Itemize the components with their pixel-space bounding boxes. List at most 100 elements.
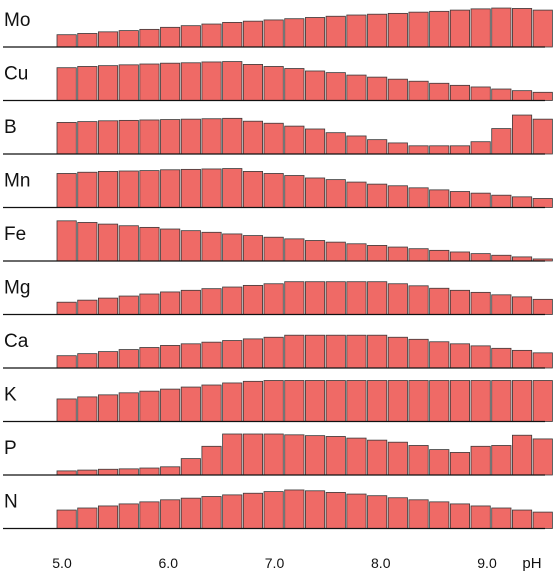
bar: [77, 469, 98, 476]
bar: [346, 74, 367, 101]
bar: [77, 33, 98, 48]
bar: [284, 238, 305, 262]
bar: [118, 349, 139, 369]
bar: [408, 80, 429, 101]
bar: [118, 503, 139, 529]
bar: [532, 118, 553, 155]
bar: [325, 72, 346, 101]
bar: [242, 120, 264, 155]
bar: [512, 114, 533, 155]
bar: [201, 496, 222, 529]
bar: [304, 240, 326, 262]
bar: [470, 86, 491, 101]
bar: [98, 351, 119, 369]
bar: [180, 118, 201, 155]
bar: [263, 433, 284, 476]
bar: [367, 334, 388, 369]
bar: [449, 289, 470, 315]
bar: [449, 84, 470, 101]
nutrient-label: Mn: [4, 171, 30, 192]
nutrient-label: K: [4, 385, 17, 406]
bar: [470, 253, 491, 262]
bar: [346, 181, 367, 208]
bar: [304, 334, 326, 369]
bar: [304, 70, 326, 101]
bar: [139, 28, 160, 48]
bar: [263, 19, 284, 48]
bar: [491, 254, 512, 262]
bar: [449, 452, 470, 476]
bar: [201, 341, 222, 369]
nutrient-row-n: N: [3, 489, 553, 530]
bar: [325, 334, 346, 369]
bar: [56, 470, 77, 476]
bar: [387, 78, 408, 101]
bar: [429, 10, 450, 48]
nutrient-label: Mg: [4, 278, 30, 299]
bar: [98, 394, 119, 422]
bar: [56, 67, 77, 101]
bar: [56, 355, 77, 369]
bar: [222, 168, 243, 208]
nutrient-label: N: [4, 492, 18, 513]
bar: [304, 128, 326, 155]
bar: [139, 390, 160, 422]
bar: [77, 396, 98, 422]
bar: [470, 141, 491, 155]
bar: [180, 230, 201, 262]
bar: [367, 139, 388, 155]
bar: [470, 380, 491, 422]
bar: [263, 283, 284, 315]
nutrient-row-p: P: [3, 433, 553, 476]
bar: [325, 436, 346, 476]
bar: [449, 343, 470, 369]
bar: [180, 497, 201, 529]
bar: [429, 341, 450, 369]
bar: [284, 281, 305, 315]
bar: [180, 168, 201, 208]
bar: [449, 145, 470, 155]
bar: [367, 245, 388, 262]
bar: [512, 349, 533, 369]
bar: [180, 386, 201, 422]
bar: [429, 82, 450, 101]
bar: [201, 384, 222, 422]
bar: [367, 183, 388, 208]
nutrient-row-fe: Fe: [3, 220, 553, 262]
bar: [222, 494, 243, 529]
bar: [160, 291, 181, 315]
bar: [304, 177, 326, 208]
nutrient-label: Mo: [4, 10, 30, 31]
bar: [532, 511, 553, 529]
bar: [387, 12, 408, 48]
bar: [408, 145, 429, 155]
nutrient-row-mg: Mg: [3, 278, 553, 316]
bar: [532, 298, 553, 315]
bar: [118, 295, 139, 315]
bar: [387, 380, 408, 422]
nutrient-label: Ca: [4, 331, 29, 352]
bar: [429, 189, 450, 208]
bar: [491, 194, 512, 208]
bar: [532, 380, 553, 422]
bar: [160, 345, 181, 369]
bar: [284, 125, 305, 155]
bar: [429, 380, 450, 422]
nutrient-label: P: [4, 438, 17, 459]
bar: [449, 191, 470, 208]
x-tick-label: 9.0: [477, 555, 497, 571]
bar: [429, 249, 450, 262]
bar: [118, 392, 139, 422]
bar: [408, 11, 429, 48]
bar: [304, 17, 326, 48]
bar: [242, 492, 264, 529]
bar: [180, 62, 201, 101]
bar: [118, 468, 139, 476]
nutrient-rows: Mo Cu B Mn Fe Mg Ca K P N: [3, 7, 553, 530]
bar: [512, 8, 533, 48]
bar: [160, 119, 181, 155]
bar: [429, 501, 450, 529]
bar: [491, 88, 512, 101]
nutrient-label: Cu: [4, 64, 28, 85]
bar: [77, 222, 98, 262]
